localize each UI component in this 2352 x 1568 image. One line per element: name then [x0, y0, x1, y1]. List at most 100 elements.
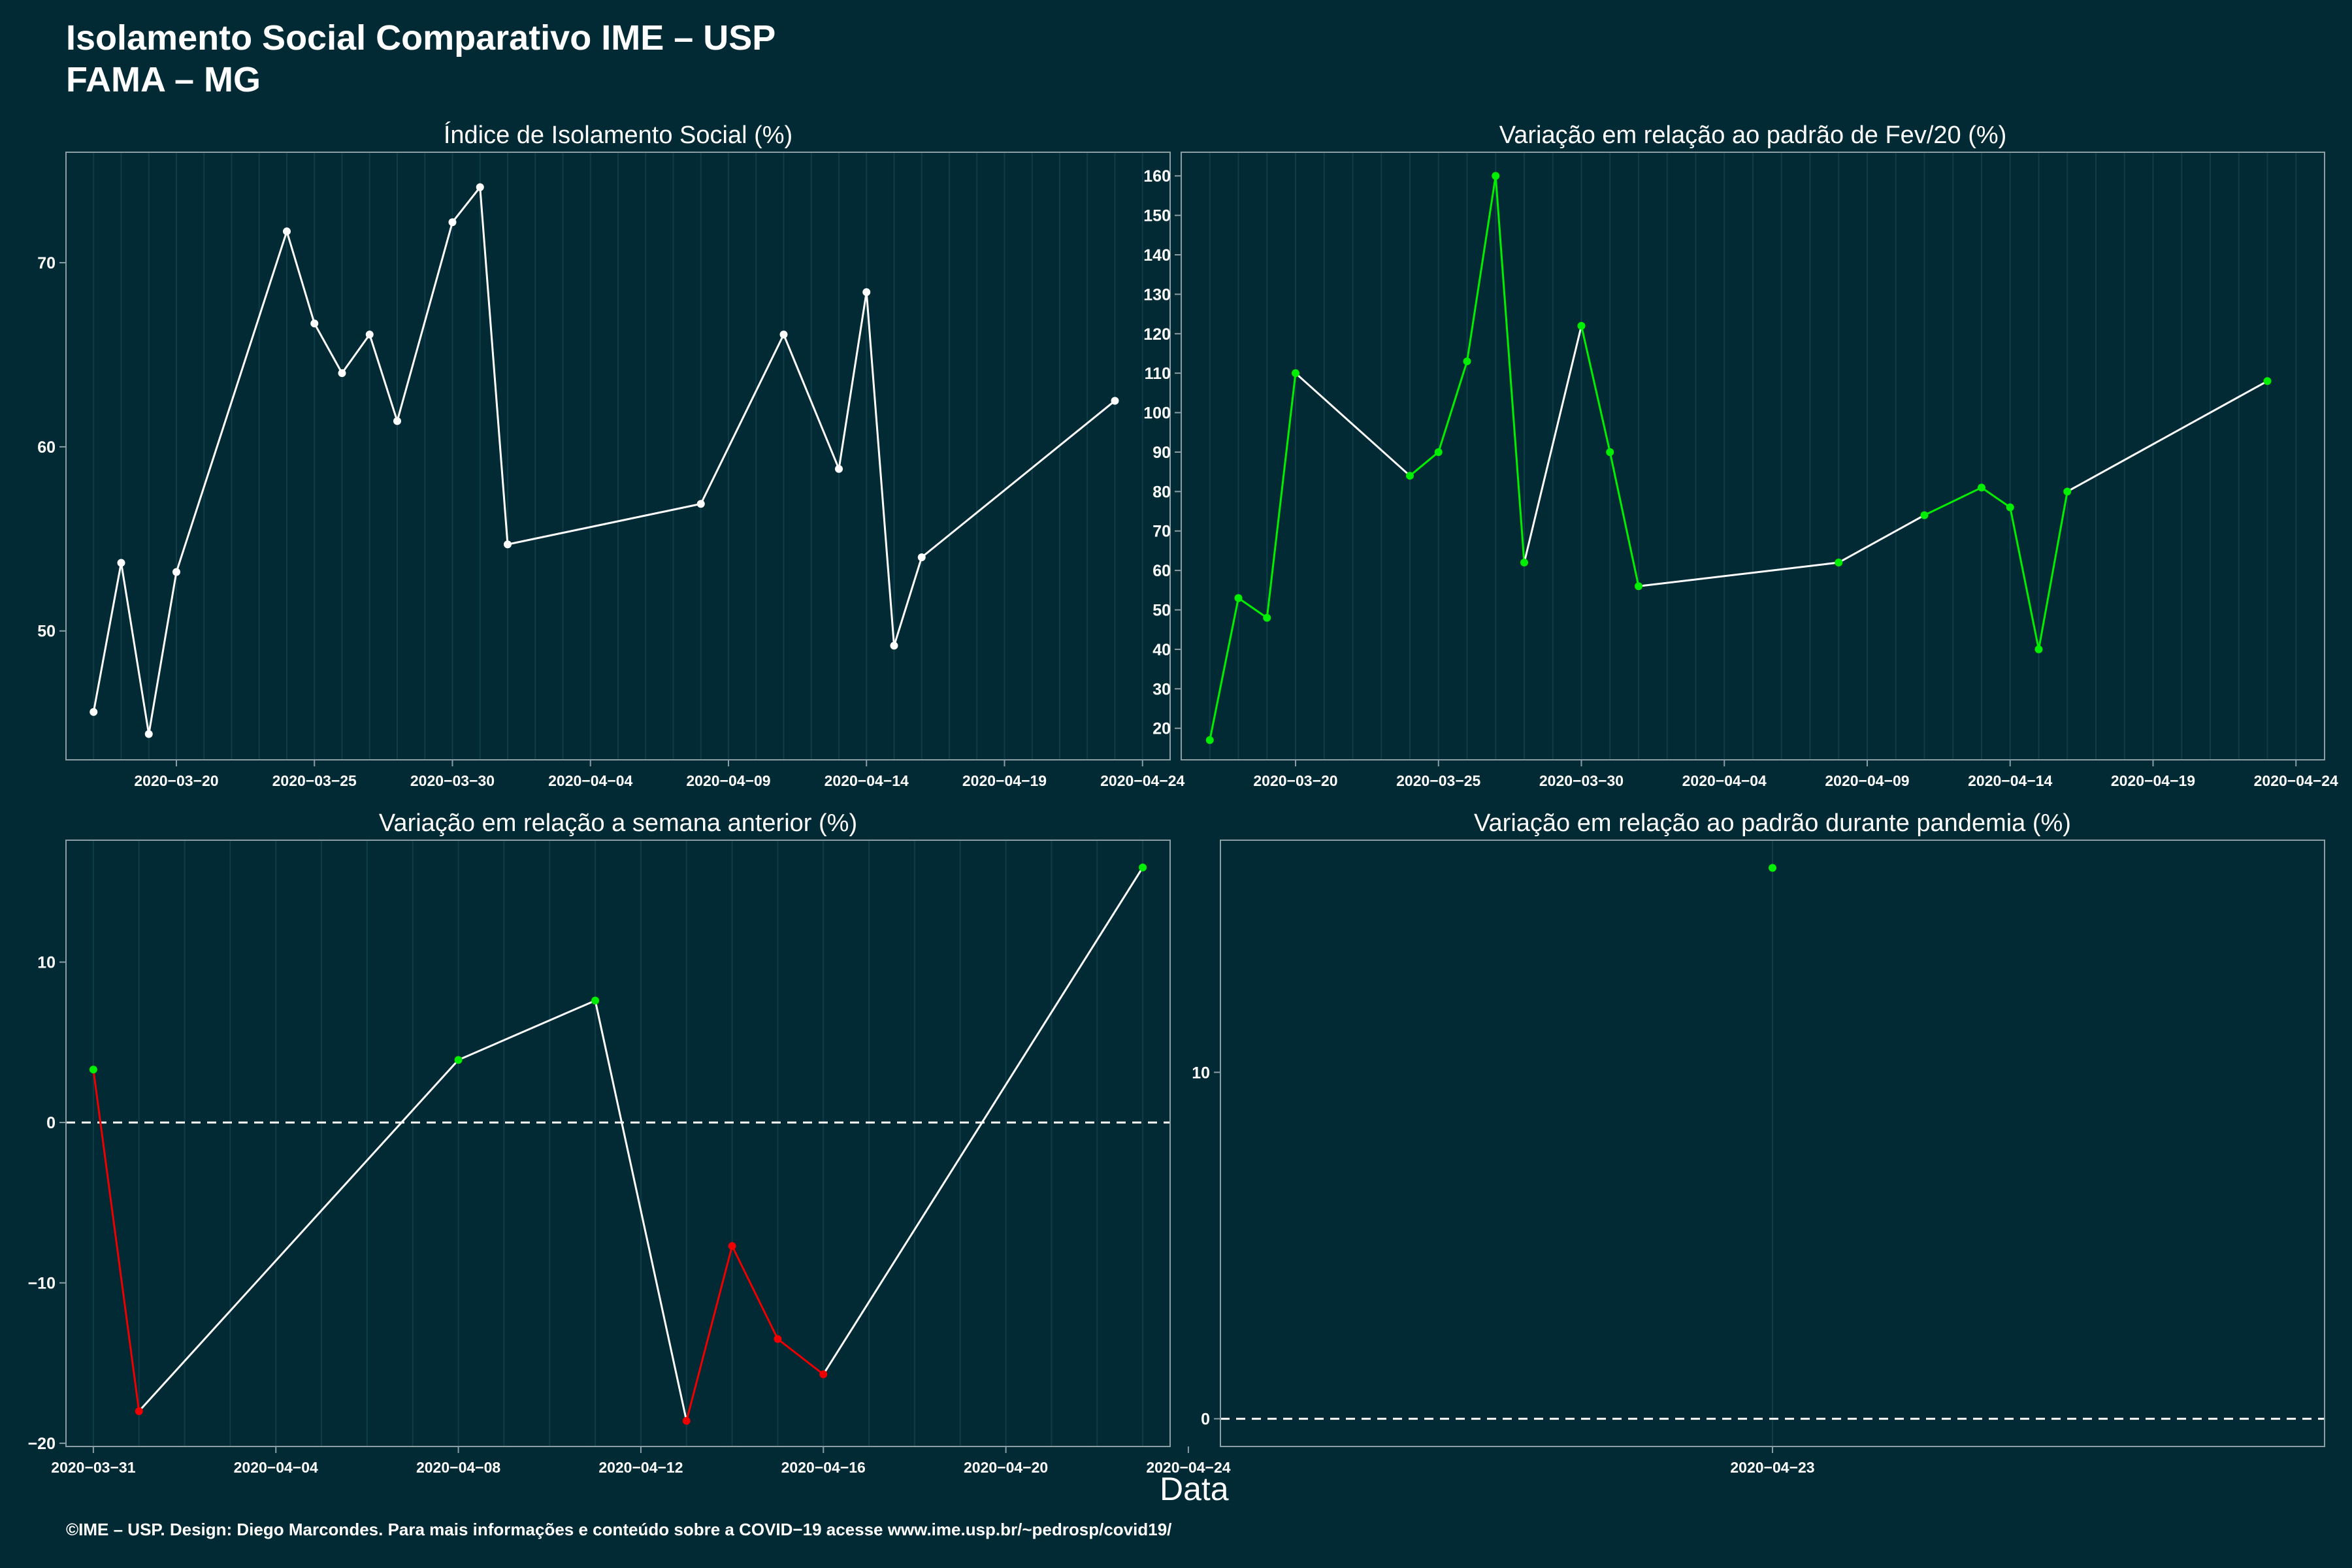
series-line-segment	[2066, 380, 2268, 493]
x-tick-label: 2020−03−20	[1253, 772, 1337, 789]
data-point	[448, 218, 457, 227]
series-line-segment	[451, 186, 481, 223]
series-line-segment	[731, 1245, 779, 1340]
data-point	[862, 288, 871, 297]
series-line-segment	[1209, 598, 1239, 741]
series-line-segment	[341, 334, 370, 374]
series-line-segment	[175, 231, 288, 573]
data-point	[591, 996, 600, 1005]
y-tick-label: −20	[28, 1435, 56, 1453]
panel-title: Variação em relação a semana anterior (%…	[379, 809, 857, 837]
series-line-segment	[507, 502, 702, 546]
data-point	[682, 1416, 691, 1425]
data-point	[2063, 487, 2072, 496]
data-point	[1234, 594, 1243, 602]
series-line-segment	[92, 563, 122, 713]
y-tick-label: 0	[1201, 1411, 1210, 1429]
y-tick-label: 70	[37, 254, 56, 272]
data-point	[90, 708, 98, 716]
x-tick-label: 2020−04−24	[1100, 772, 1184, 789]
data-point	[835, 465, 843, 473]
x-tick-label: 2020−04−09	[686, 772, 770, 789]
series-line-segment	[783, 334, 840, 470]
y-tick-label: 100	[1143, 404, 1171, 423]
series-line-segment	[1266, 373, 1297, 618]
data-point	[117, 559, 125, 567]
x-axis-title: Data	[1160, 1471, 1229, 1507]
x-tick-label: 2020−04−24	[1146, 1459, 1230, 1476]
y-tick-label: 70	[1152, 523, 1171, 541]
x-tick-label: 2020−03−25	[272, 772, 357, 789]
data-point	[1139, 863, 1147, 872]
y-tick-label: 30	[1152, 680, 1171, 698]
data-point	[1111, 397, 1119, 405]
data-point	[1769, 864, 1776, 872]
series-line-segment	[479, 187, 509, 545]
main-title: Isolamento Social Comparativo IME – USP	[66, 18, 776, 57]
x-tick-label: 2020−04−04	[1682, 772, 1767, 789]
series-line-segment	[120, 563, 150, 734]
series-line-segment	[1981, 487, 2011, 508]
series-line-segment	[368, 334, 399, 421]
panel-2: Variação em relação ao padrão de Fev/20 …	[1143, 122, 2338, 789]
series-line-segment	[1923, 486, 1982, 516]
series-line-segment	[1437, 361, 1468, 453]
data-point	[454, 1056, 463, 1064]
y-tick-label: 90	[1152, 444, 1171, 462]
panel-border	[1181, 152, 2325, 760]
y-tick-label: 60	[1152, 562, 1171, 580]
y-tick-label: 140	[1143, 246, 1171, 265]
x-tick-label: 2020−04−24	[2254, 772, 2338, 789]
data-point	[476, 183, 484, 191]
series-line-segment	[1838, 514, 1925, 564]
data-point	[144, 730, 153, 738]
data-point	[1606, 448, 1614, 456]
series-line-segment	[1523, 325, 1582, 563]
series-line-segment	[286, 231, 316, 324]
data-point	[1434, 448, 1443, 456]
y-tick-label: 160	[1143, 167, 1171, 186]
data-point	[774, 1335, 782, 1343]
data-point	[1292, 369, 1299, 378]
x-tick-label: 2020−03−30	[1539, 772, 1624, 789]
series-line-segment	[594, 1000, 688, 1422]
x-tick-label: 2020−04−14	[1968, 772, 2052, 789]
data-point	[1920, 511, 1929, 519]
x-tick-label: 2020−04−04	[548, 772, 632, 789]
x-tick-label: 2020−03−31	[51, 1459, 135, 1476]
x-tick-label: 2020−04−08	[416, 1459, 500, 1476]
x-tick-label: 2020−04−19	[962, 772, 1047, 789]
data-point	[1835, 559, 1843, 567]
y-tick-label: 40	[1152, 641, 1171, 659]
panel-title: Variação em relação ao padrão de Fev/20 …	[1499, 122, 2007, 149]
data-point	[917, 553, 926, 561]
data-point	[1406, 472, 1414, 480]
data-point	[728, 1242, 736, 1250]
series-line-segment	[1494, 176, 1526, 563]
panel-3: Variação em relação a semana anterior (%…	[28, 809, 1231, 1476]
data-point	[1263, 613, 1271, 622]
x-tick-label: 2020−04−19	[2111, 772, 2195, 789]
series-line-segment	[777, 1338, 825, 1375]
series-line-segment	[313, 323, 343, 374]
data-point	[135, 1407, 143, 1415]
data-point	[1463, 357, 1471, 366]
data-point	[172, 568, 180, 576]
data-point	[1635, 582, 1642, 591]
series-line-segment	[1294, 372, 1411, 477]
panel-title: Índice de Isolamento Social (%)	[444, 121, 792, 149]
subtitle-location: FAMA – MG	[66, 60, 261, 99]
y-tick-label: 10	[37, 954, 56, 972]
data-point	[338, 369, 346, 378]
y-tick-label: 150	[1143, 207, 1171, 225]
data-point	[696, 500, 705, 508]
panel-1: Índice de Isolamento Social (%) 2020−03−2…	[37, 121, 1184, 789]
y-tick-label: 120	[1143, 325, 1171, 344]
x-tick-label: 2020−04−20	[964, 1459, 1048, 1476]
data-point	[365, 331, 374, 338]
series-line-segment	[1638, 561, 1839, 587]
data-point	[1577, 321, 1586, 330]
y-tick-label: 10	[1192, 1064, 1210, 1082]
x-tick-label: 2020−04−09	[1825, 772, 1909, 789]
